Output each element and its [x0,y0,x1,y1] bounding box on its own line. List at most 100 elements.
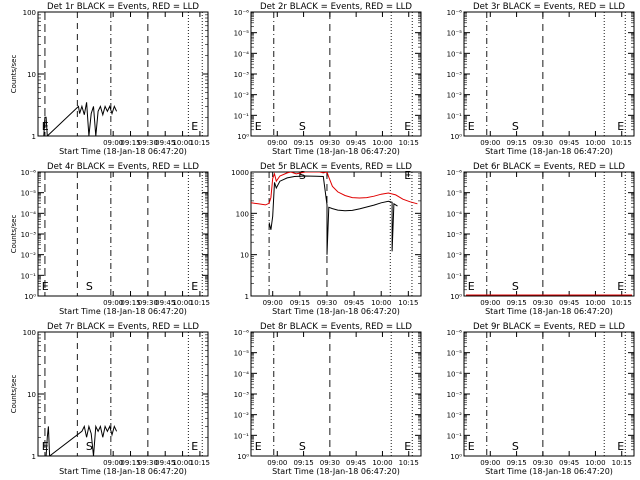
y-tick-label: 10⁻² [447,412,463,420]
x-tick-label: 09:00 [103,299,123,307]
x-tick-label: 09:30 [320,459,340,467]
panel-title: Det 8r BLACK = Events, RED = LLD [260,322,412,332]
marker-e: E [468,120,475,133]
x-tick-label: 09:00 [103,459,123,467]
marker-s: S [299,120,306,133]
y-tick-label: 10⁰ [450,453,462,461]
x-axis-label: Start Time (18-Jan-18 06:47:20) [485,147,613,156]
y-tick-label: 10⁻⁶ [21,169,37,177]
marker-e: E [617,120,624,133]
y-tick-label: 10⁻⁶ [447,329,463,337]
y-tick-label: 10⁻⁶ [234,9,250,17]
panel-title: Det 5r BLACK = Events, RED = LLD [260,162,412,172]
y-tick-label: 10 [240,252,249,260]
marker-s: S [86,280,93,293]
y-tick-label: 10⁻³ [234,391,250,399]
y-tick-label: 10⁻³ [447,231,463,239]
marker-e: E [468,280,475,293]
x-tick-label: 09:00 [263,299,283,307]
panel-title: Det 1r BLACK = Events, RED = LLD [47,2,199,12]
x-tick-label: 09:15 [506,139,526,147]
y-tick-label: 10⁻⁶ [447,169,463,177]
panel-det-2: Det 2r BLACK = Events, RED = LLD 10⁰ 10⁻¹ 1… [234,2,422,156]
x-tick-label: 09:15 [506,459,526,467]
marker-s: S [299,169,306,182]
marker-e: E [617,280,624,293]
y-tick-label: 1 [32,453,36,461]
panel-title: Det 9r BLACK = Events, RED = LLD [473,322,625,332]
marker-e: E [42,440,49,453]
x-tick-label: 09:45 [559,459,579,467]
y-tick-label: 10 [27,71,36,79]
y-tick-label: 10⁻⁵ [447,350,463,358]
x-tick-label: 10:00 [371,299,391,307]
events-series-line [43,102,118,136]
x-tick-label: 09:30 [138,459,158,467]
x-axis-label: Start Time (18-Jan-18 06:47:20) [272,307,400,316]
y-tick-label: 10⁻¹ [234,432,250,440]
x-tick-label: 09:00 [267,139,287,147]
x-tick-label: 09:00 [103,139,123,147]
y-tick-label: 10⁰ [450,133,462,141]
x-tick-label: 10:00 [372,139,392,147]
marker-e: E [42,120,49,133]
x-tick-label: 10:00 [585,299,605,307]
panel-det-1: Det 1r BLACK = Events, RED = LLD 1 10 100 09… [10,2,210,156]
events-series-line [45,424,118,456]
y-tick-label: 1 [245,293,249,301]
x-tick-label: 09:45 [155,459,175,467]
marker-e: E [191,280,198,293]
marker-e: E [404,120,411,133]
y-tick-label: 1 [32,133,36,141]
x-tick-label: 09:00 [480,459,500,467]
x-tick-label: 09:15 [506,299,526,307]
y-tick-label: 10⁻² [21,252,37,260]
y-tick-label: 10 [27,391,36,399]
x-axis-label: Start Time (18-Jan-18 06:47:20) [272,147,400,156]
marker-e: E [42,280,49,293]
x-axis-label: Start Time (18-Jan-18 06:47:20) [59,307,187,316]
x-axis-label: Start Time (18-Jan-18 06:47:20) [59,147,187,156]
x-tick-label: 10:15 [612,139,632,147]
y-tick-label: 10⁻⁵ [447,30,463,38]
x-axis-label: Start Time (18-Jan-18 06:47:20) [272,467,400,476]
x-tick-label: 09:30 [317,299,337,307]
x-tick-label: 09:30 [533,139,553,147]
panel-det-8: Det 8r BLACK = Events, RED = LLD 10⁰ 10⁻¹ 1… [234,322,422,476]
x-tick-label: 09:15 [120,139,140,147]
y-tick-label: 10⁰ [450,293,462,301]
marker-e: E [404,440,411,453]
x-tick-label: 10:00 [372,459,392,467]
panel-det-7: Det 7r BLACK = Events, RED = LLD 1 10 100 09… [10,322,210,476]
y-tick-label: 10⁻¹ [447,432,463,440]
panel-title: Det 4r BLACK = Events, RED = LLD [47,162,199,172]
x-tick-label: 10:00 [172,299,192,307]
panel-det-6: Det 6r BLACK = Events, RED = LLD 10⁰ 10⁻¹ 1… [447,162,635,316]
y-tick-label: 10⁰ [237,133,249,141]
y-axis-label: Counts/sec [10,375,18,414]
x-tick-label: 09:45 [559,299,579,307]
y-tick-label: 10⁻⁵ [21,190,37,198]
x-tick-label: 09:15 [293,139,313,147]
x-tick-label: 09:15 [293,459,313,467]
marker-e: E [404,169,411,182]
y-tick-label: 100 [23,9,36,17]
marker-e: E [255,440,262,453]
panel-det-3: Det 3r BLACK = Events, RED = LLD 10⁰ 10⁻¹ 1… [447,2,635,156]
y-tick-label: 10⁻⁴ [447,210,463,218]
y-axis-label: Counts/sec [10,55,18,94]
marker-e: E [191,120,198,133]
y-tick-label: 10⁻³ [447,391,463,399]
y-tick-label: 1000 [231,169,249,177]
marker-s: S [512,440,519,453]
y-tick-label: 10⁻² [447,92,463,100]
y-tick-label: 10⁻³ [234,71,250,79]
y-tick-label: 10⁻⁵ [447,190,463,198]
y-tick-label: 10⁰ [237,453,249,461]
x-tick-label: 10:15 [612,459,632,467]
x-tick-label: 09:45 [559,139,579,147]
y-tick-label: 10⁻⁵ [234,350,250,358]
marker-s: S [86,440,93,453]
y-tick-label: 100 [23,329,36,337]
